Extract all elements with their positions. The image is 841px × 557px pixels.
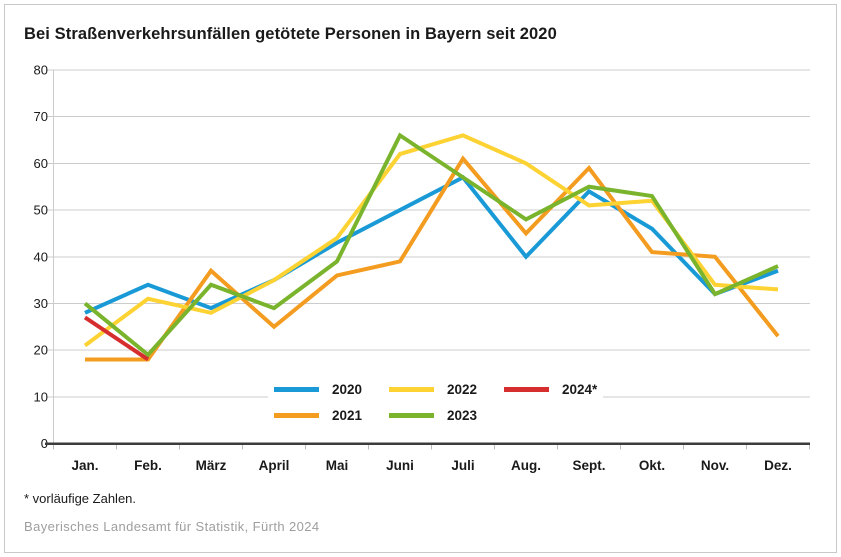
legend-item-2024*: 2024* (504, 376, 597, 402)
series-line-2020 (84, 174, 779, 315)
x-axis-label: Juni (386, 458, 414, 473)
legend-swatch (274, 386, 319, 392)
series-line-2022 (83, 133, 779, 348)
y-axis-label: 30 (34, 296, 48, 311)
legend-item-2021: 2021 (274, 402, 389, 428)
legend-item-2023: 2023 (389, 402, 504, 428)
legend-label: 2023 (447, 407, 478, 423)
legend-label: 2020 (332, 381, 363, 397)
legend-swatch (389, 386, 434, 392)
legend-swatch (274, 412, 319, 418)
x-axis-label: Aug. (511, 458, 541, 473)
x-axis-label: April (259, 458, 290, 473)
x-axis-label: Nov. (701, 458, 729, 473)
x-axis-label: Juli (451, 458, 474, 473)
legend-column: 2020 2021 (274, 376, 389, 428)
legend-item-2020: 2020 (274, 376, 389, 402)
legend-label: 2021 (332, 407, 363, 423)
legend-column: 2022 2023 (389, 376, 504, 428)
legend-label: 2024* (562, 381, 598, 397)
y-axis-label: 0 (41, 436, 48, 451)
x-axis-label: März (196, 458, 227, 473)
legend-item-2022: 2022 (389, 376, 504, 402)
chart-title: Bei Straßenverkehrsunfällen getötete Per… (24, 25, 557, 43)
x-axis-label: Sept. (572, 458, 605, 473)
series-line-2024* (83, 315, 150, 362)
y-axis-label: 10 (34, 389, 48, 404)
legend-swatch (389, 412, 434, 418)
x-axis-label: Jan. (71, 458, 98, 473)
footnote: * vorläufige Zahlen. (24, 491, 137, 506)
legend-column: 2024* (504, 376, 597, 428)
legend-swatch (504, 386, 549, 392)
y-axis-label: 70 (34, 109, 48, 124)
y-axis-label: 40 (34, 249, 48, 264)
series-line-2023 (83, 132, 779, 358)
legend-label: 2022 (447, 381, 478, 397)
x-axis-label: Dez. (764, 458, 792, 473)
x-axis-label: Feb. (134, 458, 162, 473)
source-credit: Bayerisches Landesamt für Statistik, Für… (24, 519, 320, 534)
series-line-2021 (85, 155, 780, 362)
y-axis-label: 20 (34, 343, 48, 358)
x-axis-label: Mai (326, 458, 349, 473)
y-axis-label: 80 (34, 63, 48, 78)
y-axis-label: 60 (34, 156, 48, 171)
x-axis-label: Okt. (639, 458, 665, 473)
legend: 2020 2021 2022 2023 2024* (268, 374, 604, 430)
y-axis-label: 50 (34, 203, 48, 218)
